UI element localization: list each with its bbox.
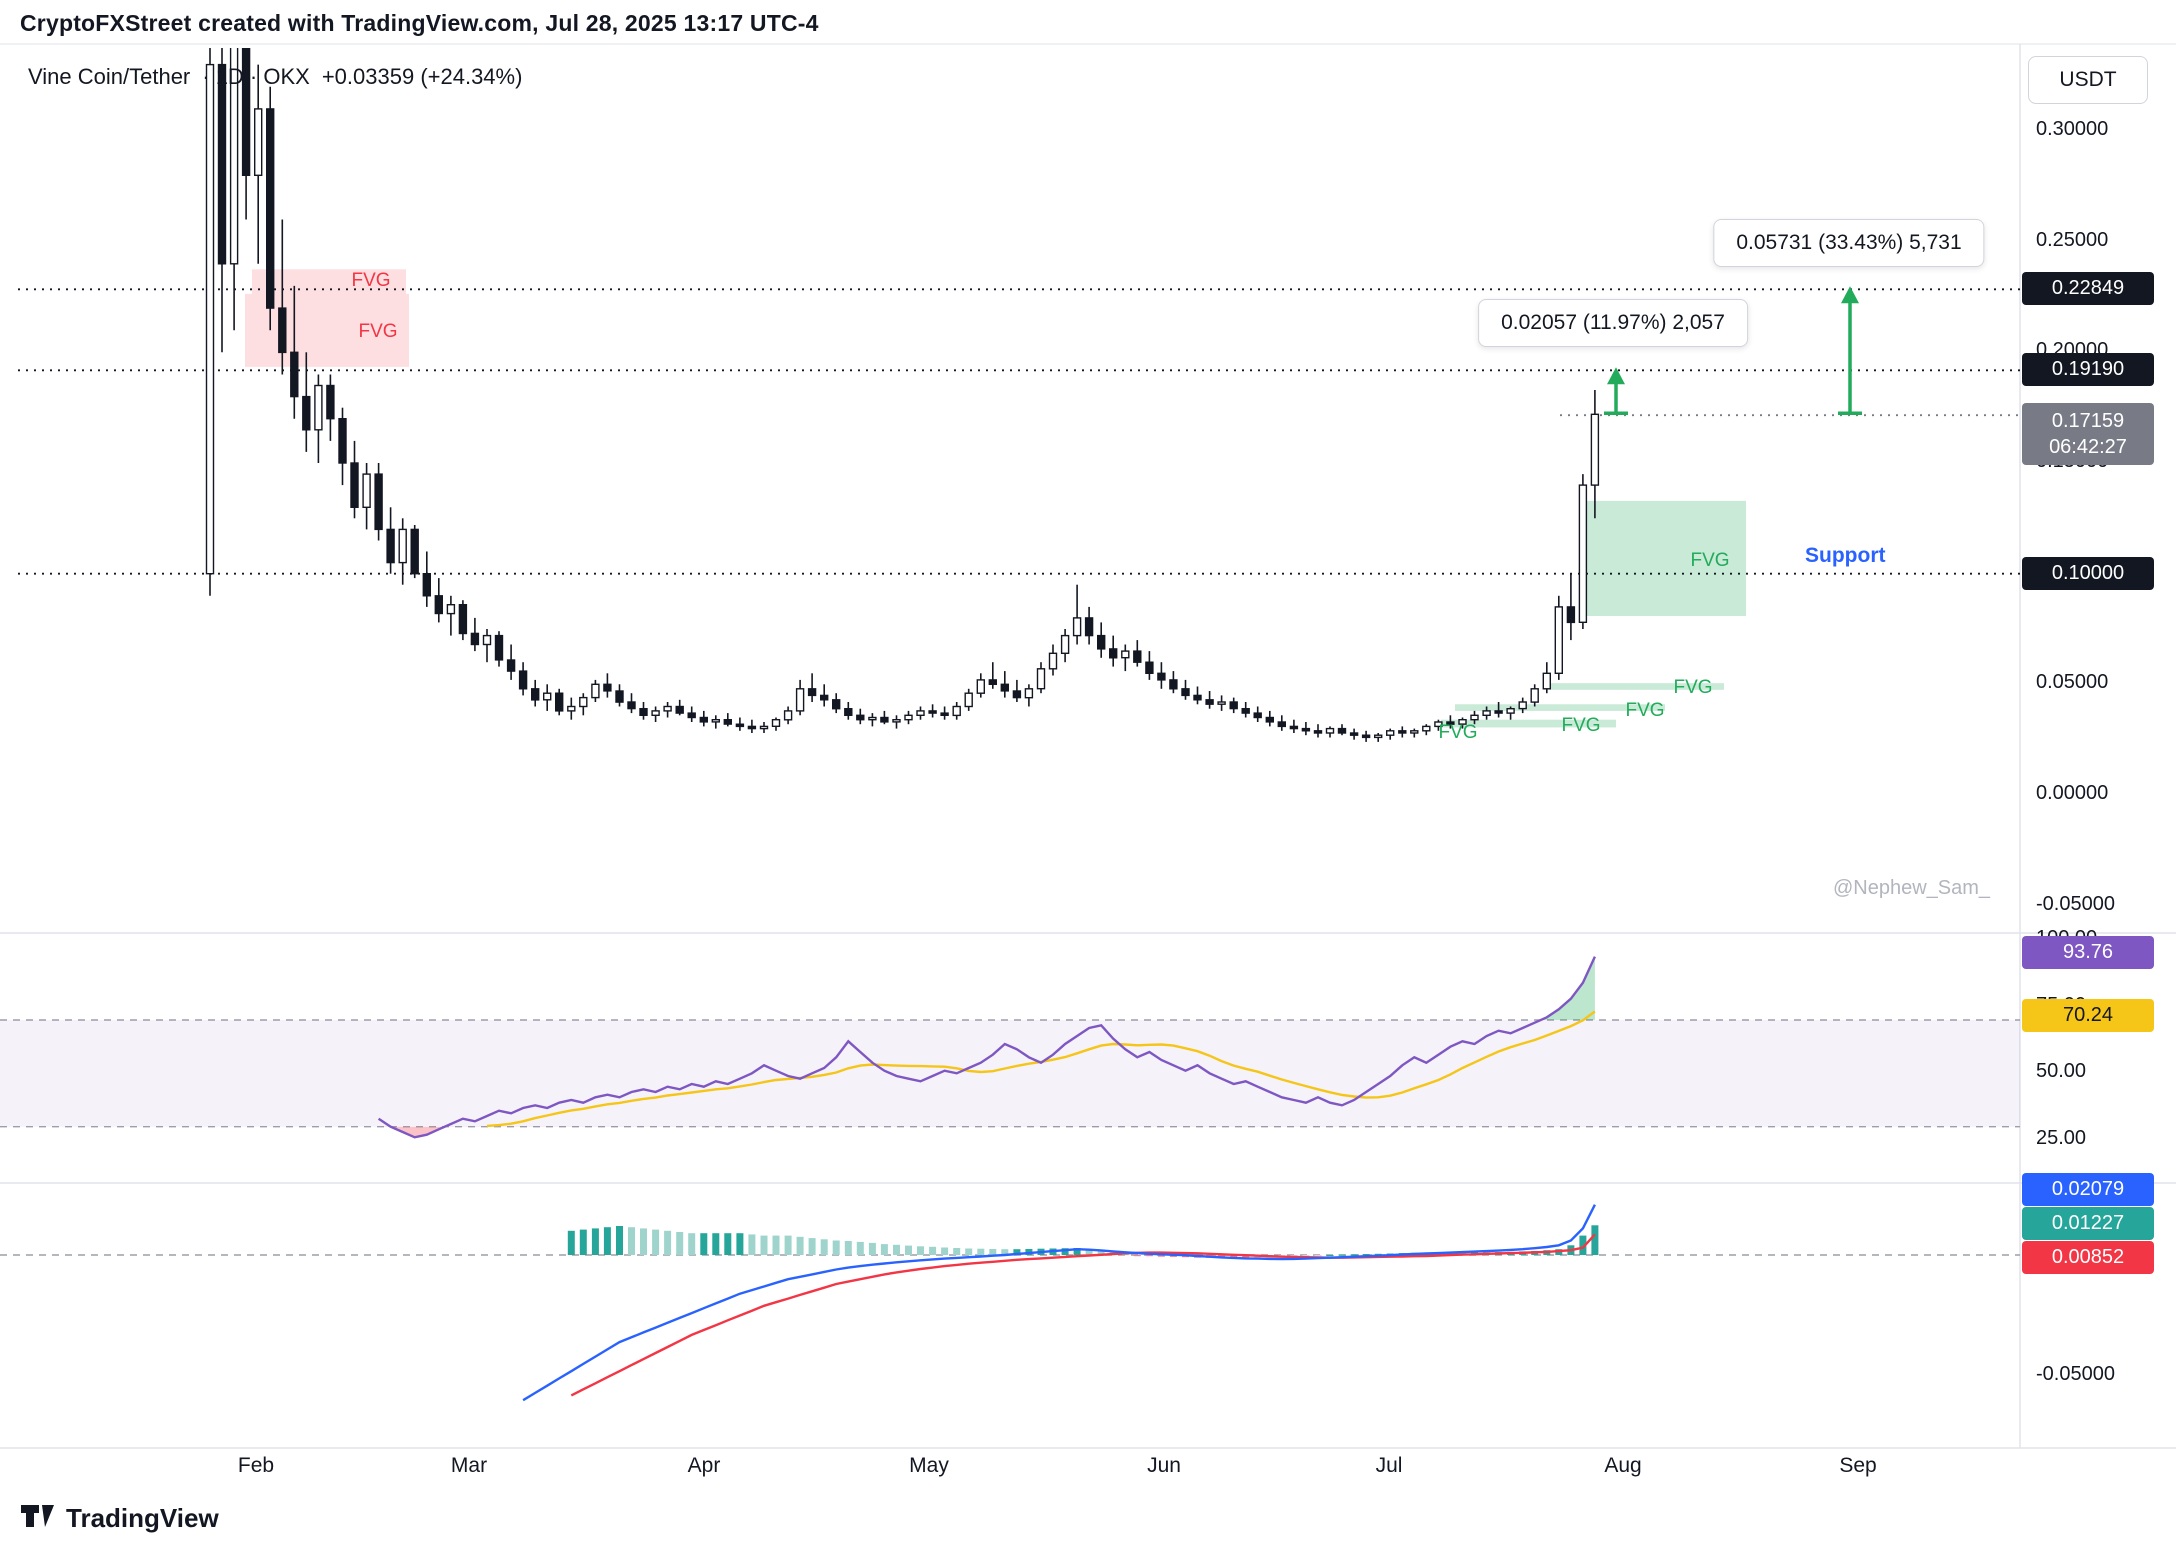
rsi-value-badge: 93.76 [2022, 936, 2154, 969]
rsi-axis-tick: 50.00 [2036, 1060, 2087, 1082]
fvg-label: FVG [1561, 715, 1601, 736]
price-axis-tick: 0.05000 [2036, 671, 2109, 693]
fvg-label: FVG [351, 270, 391, 291]
time-axis-month: Sep [1839, 1454, 1877, 1477]
price-axis-tick: -0.05000 [2036, 893, 2115, 915]
fvg-label: FVG [358, 321, 398, 342]
time-axis-month: Aug [1604, 1454, 1642, 1477]
macd-axis-tick: -0.05000 [2036, 1363, 2115, 1385]
symbol-name[interactable]: Vine Coin/Tether [28, 64, 191, 89]
current-price-value: 0.17159 [2051, 410, 2125, 432]
symbol-legend[interactable]: Vine Coin/Tether · 1D · OKX +0.03359 (+2… [28, 64, 522, 90]
measure-label-large[interactable]: 0.05731 (33.43%) 5,731 [1713, 219, 1985, 267]
price-axis-tick: 0.30000 [2036, 118, 2109, 140]
rsi-axis-tick: 25.00 [2036, 1127, 2087, 1149]
current-price-countdown: 06:42:27 [2049, 436, 2127, 458]
tradingview-brand-text: TradingView [66, 1503, 219, 1533]
price-axis-tick: 0.25000 [2036, 229, 2109, 251]
tradingview-logo-icon [20, 1500, 56, 1537]
price-level-badge: 0.10000 [2022, 557, 2154, 590]
current-price-badge: 0.17159 06:42:27 [2022, 403, 2154, 465]
time-axis-month: Mar [450, 1454, 488, 1477]
time-axis-month: May [909, 1454, 949, 1477]
fvg-label: FVG [1673, 677, 1713, 698]
time-axis-month: Jul [1375, 1454, 1403, 1477]
price-level-badge: 0.22849 [2022, 272, 2154, 305]
macd-signal-value-badge: 0.00852 [2022, 1241, 2154, 1274]
symbol-change: +0.03359 (+24.34%) [321, 64, 523, 89]
fvg-label: FVG [1625, 700, 1665, 721]
symbol-meta: · 1D · OKX [202, 64, 310, 89]
author-watermark: @Nephew_Sam_ [1833, 877, 1991, 899]
price-axis-tick: 0.00000 [2036, 782, 2109, 804]
time-axis-month: Apr [687, 1454, 721, 1477]
attribution-text: CryptoFXStreet created with TradingView.… [20, 10, 819, 36]
measure-label-small[interactable]: 0.02057 (11.97%) 2,057 [1478, 299, 1748, 347]
fvg-label: FVG [1438, 722, 1478, 743]
macd-hist-value-badge: 0.01227 [2022, 1207, 2154, 1240]
time-axis-month: Jun [1147, 1454, 1181, 1477]
rsi-ma-value-badge: 70.24 [2022, 999, 2154, 1032]
price-level-badge: 0.19190 [2022, 353, 2154, 386]
time-axis-month: Feb [237, 1454, 275, 1477]
fvg-label: FVG [1690, 550, 1730, 571]
macd-value-badge: 0.02079 [2022, 1173, 2154, 1206]
support-annotation: Support [1805, 544, 1886, 567]
currency-toggle-button[interactable]: USDT [2028, 56, 2148, 104]
tradingview-footer-link[interactable]: TradingView [20, 1500, 219, 1537]
